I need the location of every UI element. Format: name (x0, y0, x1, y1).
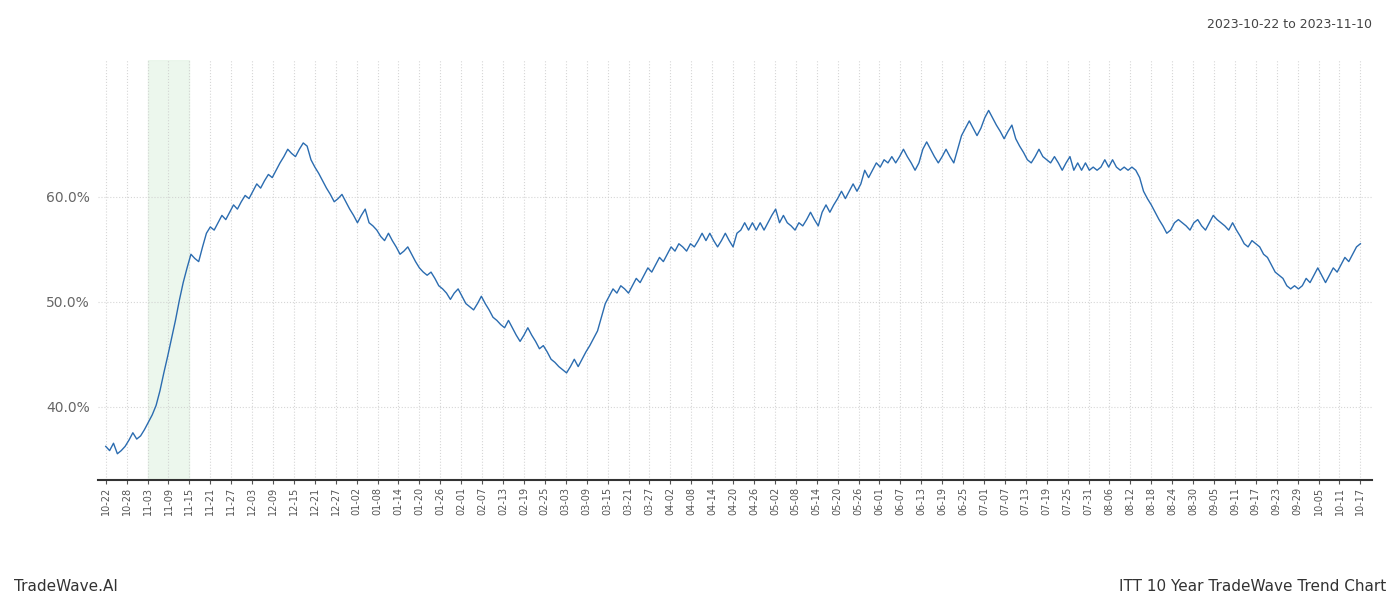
Bar (147, 60, 189, 480)
Text: TradeWave.AI: TradeWave.AI (14, 579, 118, 594)
Text: ITT 10 Year TradeWave Trend Chart: ITT 10 Year TradeWave Trend Chart (1119, 579, 1386, 594)
Text: 2023-10-22 to 2023-11-10: 2023-10-22 to 2023-11-10 (1207, 18, 1372, 31)
